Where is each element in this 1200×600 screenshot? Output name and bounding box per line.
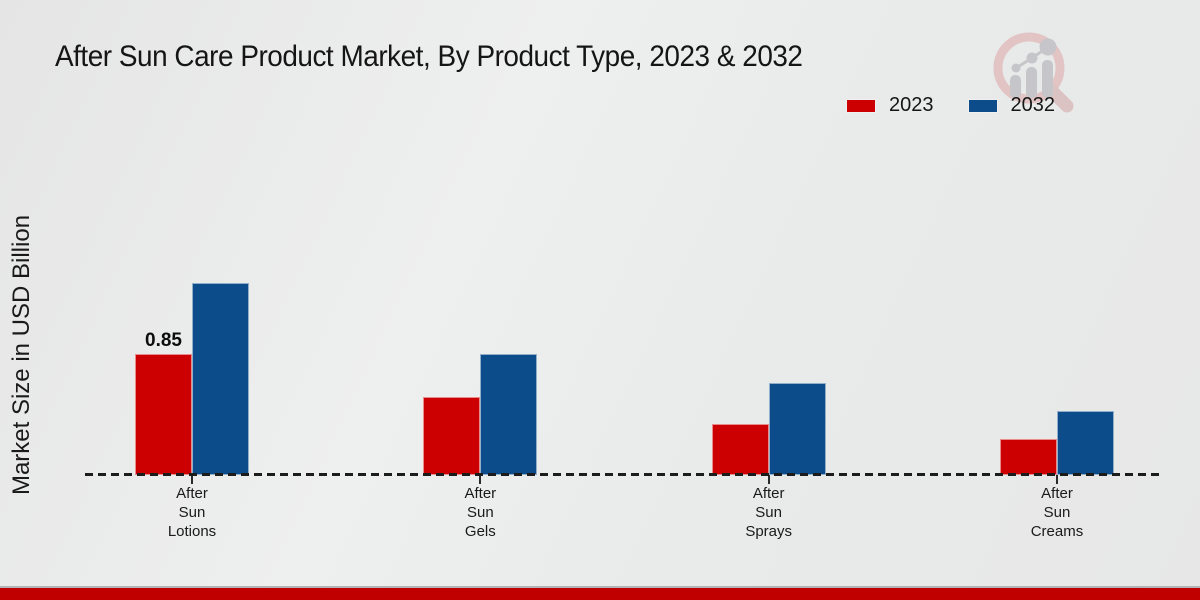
legend-swatch-2032 <box>967 98 998 113</box>
x-axis-label-after-sun-lotions: After Sun Lotions <box>167 485 217 540</box>
bar-2023-after-sun-gels <box>423 397 481 475</box>
legend-item-2032: 2032 <box>967 94 1056 117</box>
legend-item-2023: 2023 <box>846 94 934 117</box>
bar-2023-after-sun-creams <box>999 439 1057 475</box>
bar-2023-after-sun-lotions <box>135 354 192 475</box>
x-axis-label-after-sun-creams: After Sun Creams <box>1030 485 1084 540</box>
legend: 2023 2032 <box>846 94 1055 117</box>
bar-2032-after-sun-sprays <box>768 383 826 475</box>
bar-2032-after-sun-gels <box>480 354 538 475</box>
magnifier-bar-chart-logo-icon <box>993 32 1074 113</box>
x-axis-label-after-sun-sprays: After Sun Sprays <box>745 485 792 540</box>
x-axis-tick <box>479 475 482 484</box>
bar-2032-after-sun-creams <box>1056 411 1114 475</box>
bar-2032-after-sun-lotions <box>192 283 249 475</box>
x-axis-tick <box>191 475 193 484</box>
bar-2023-after-sun-sprays <box>711 424 769 475</box>
x-axis-tick <box>1055 475 1058 484</box>
footer-divider-line <box>0 586 1200 588</box>
x-axis-tick <box>767 475 770 484</box>
legend-label-2032: 2032 <box>1010 94 1056 116</box>
legend-label-2023: 2023 <box>889 94 934 116</box>
x-axis-label-after-sun-gels: After Sun Gels <box>464 485 497 540</box>
chart-title: After Sun Care Product Market, By Produc… <box>55 40 803 73</box>
x-axis-baseline <box>85 473 1163 476</box>
footer-accent-bar <box>0 588 1200 600</box>
legend-swatch-2023 <box>846 98 876 113</box>
bar-data-label: 0.85 <box>145 330 182 352</box>
